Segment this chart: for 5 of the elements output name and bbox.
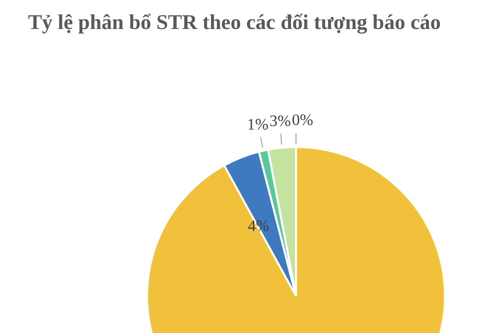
text: 0% xyxy=(292,112,314,130)
data-label: 3% xyxy=(269,112,291,130)
data-label: 4% xyxy=(248,218,270,235)
data-label: 1% xyxy=(247,116,268,134)
chart-title: Tỷ lệ phân bổ STR theo các đối tượng báo cáo xyxy=(28,9,442,36)
